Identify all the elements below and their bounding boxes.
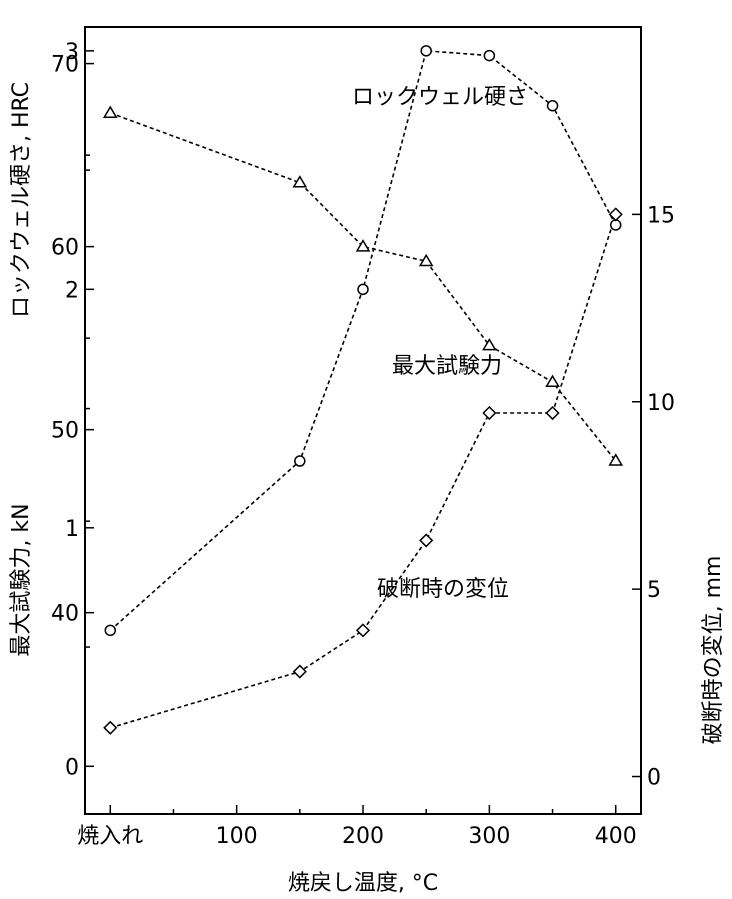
data-point-displacement xyxy=(419,533,434,548)
data-point-hardness xyxy=(608,453,624,466)
data-point-hardness xyxy=(292,175,308,188)
data-point-displacement xyxy=(545,405,560,421)
data-point-displacement xyxy=(608,207,623,222)
data-point-force xyxy=(104,624,117,637)
data-point-hardness xyxy=(102,105,118,118)
x-tick-label: 400 xyxy=(595,824,637,849)
data-point-hardness xyxy=(418,253,434,267)
data-point-force xyxy=(357,283,369,296)
force-tick-label: 1 xyxy=(65,517,79,542)
data-point-force xyxy=(609,219,622,231)
hardness-tick-label: 50 xyxy=(51,419,79,444)
hardness-tick-label: 70 xyxy=(51,53,79,78)
y-axis-label-hardness: ロックウェル硬さ, HRC xyxy=(9,82,34,318)
displacement-tick-label: 10 xyxy=(647,391,675,416)
x-tick-label: 焼入れ xyxy=(77,824,143,849)
displacement-tick-label: 15 xyxy=(647,203,675,228)
data-point-hardness xyxy=(482,337,497,351)
x-tick-label: 300 xyxy=(468,824,510,849)
data-point-force xyxy=(483,49,496,62)
series-line-force xyxy=(109,49,617,631)
x-axis-label: 焼戻し温度, °C xyxy=(288,871,438,896)
data-point-force xyxy=(294,455,306,467)
data-point-force xyxy=(420,45,432,57)
series-label-displacement: 破断時の変位 xyxy=(377,577,509,602)
data-point-displacement xyxy=(355,623,371,638)
y-axis-label-displacement: 破断時の変位, mm xyxy=(701,556,726,745)
series-label-hardness: ロックウェル硬さ xyxy=(352,85,528,110)
series-label-force: 最大試験力 xyxy=(392,354,502,379)
force-tick-label: 3 xyxy=(65,40,79,65)
force-tick-label: 0 xyxy=(65,755,79,780)
y-axis-label-force: 最大試験力, kN xyxy=(9,503,34,656)
data-point-hardness xyxy=(545,374,560,388)
plot-frame xyxy=(84,26,642,815)
x-tick-label: 100 xyxy=(216,824,258,849)
ticks: 焼入れ 100 200 300 400 40 50 60 70 0 1 2 3 0 5 10 15 xyxy=(51,40,675,849)
markers xyxy=(102,45,624,735)
data-point-hardness xyxy=(355,239,371,252)
x-tick-label: 200 xyxy=(342,824,384,849)
force-tick-label: 2 xyxy=(65,278,79,303)
data-point-displacement xyxy=(292,664,307,679)
data-point-displacement xyxy=(103,720,118,735)
displacement-tick-label: 5 xyxy=(647,578,661,603)
data-point-force xyxy=(546,99,559,112)
displacement-tick-label: 0 xyxy=(647,766,661,791)
hardness-tick-label: 60 xyxy=(51,236,79,261)
data-point-displacement xyxy=(482,405,497,421)
hardness-tick-label: 40 xyxy=(51,602,79,627)
